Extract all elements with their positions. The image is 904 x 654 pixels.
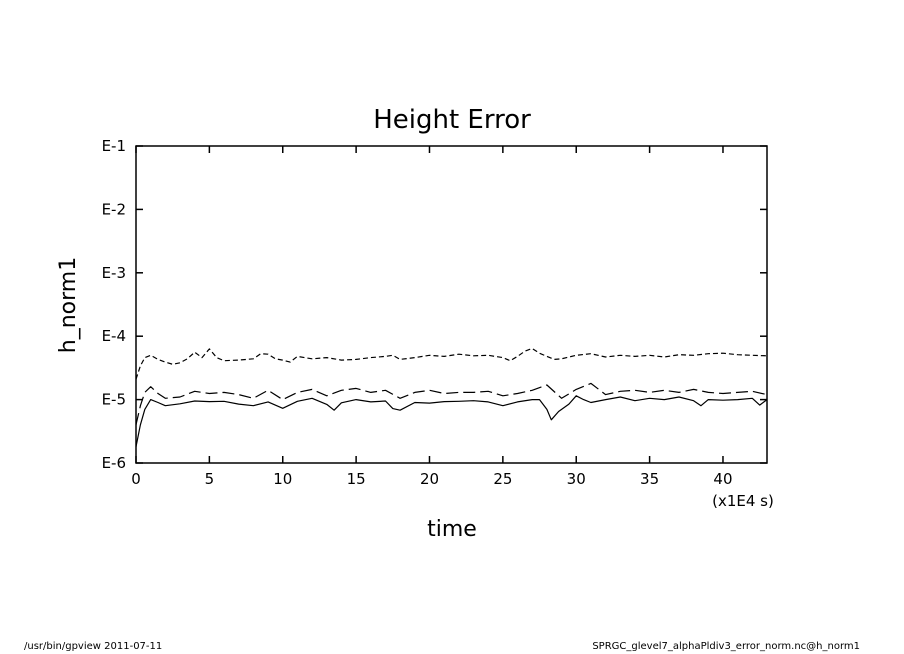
y-tick-label: E-4 bbox=[102, 327, 126, 345]
series-group bbox=[135, 347, 768, 447]
footer-source-file: SPRGC_glevel7_alphaPldiv3_error_norm.nc@… bbox=[592, 641, 860, 652]
x-axis-ticks: 0 5 10 15 20 25 30 35 40 bbox=[131, 146, 733, 488]
y-axis-label: h_norm1 bbox=[56, 257, 81, 353]
x-tick-label: 5 bbox=[205, 470, 215, 488]
x-tick-label: 0 bbox=[131, 470, 141, 488]
x-tick-label: 25 bbox=[493, 470, 512, 488]
x-tick-label: 10 bbox=[273, 470, 292, 488]
x-tick-label: 40 bbox=[713, 470, 732, 488]
x-axis-label: time bbox=[427, 517, 477, 542]
x-tick-label: 20 bbox=[420, 470, 439, 488]
series-line-3-solid bbox=[135, 395, 768, 447]
series-line-1-dashed-short bbox=[135, 347, 768, 380]
y-tick-label: E-5 bbox=[102, 391, 126, 409]
x-unit-label: (x1E4 s) bbox=[712, 492, 774, 510]
y-tick-label: E-6 bbox=[102, 454, 126, 472]
x-tick-label: 30 bbox=[567, 470, 586, 488]
chart-title: Height Error bbox=[373, 105, 531, 135]
y-tick-label: E-1 bbox=[102, 137, 126, 155]
y-tick-label: E-3 bbox=[102, 264, 126, 282]
y-axis-ticks: E-6 E-5 E-4 E-3 E-2 E-1 bbox=[102, 137, 767, 472]
footer-command-date: /usr/bin/gpview 2011-07-11 bbox=[24, 641, 163, 652]
x-tick-label: 15 bbox=[347, 470, 366, 488]
x-tick-label: 35 bbox=[640, 470, 659, 488]
plot-frame bbox=[135, 145, 768, 464]
series-line-2-dashed-long bbox=[135, 382, 768, 425]
y-tick-label: E-2 bbox=[102, 200, 126, 218]
